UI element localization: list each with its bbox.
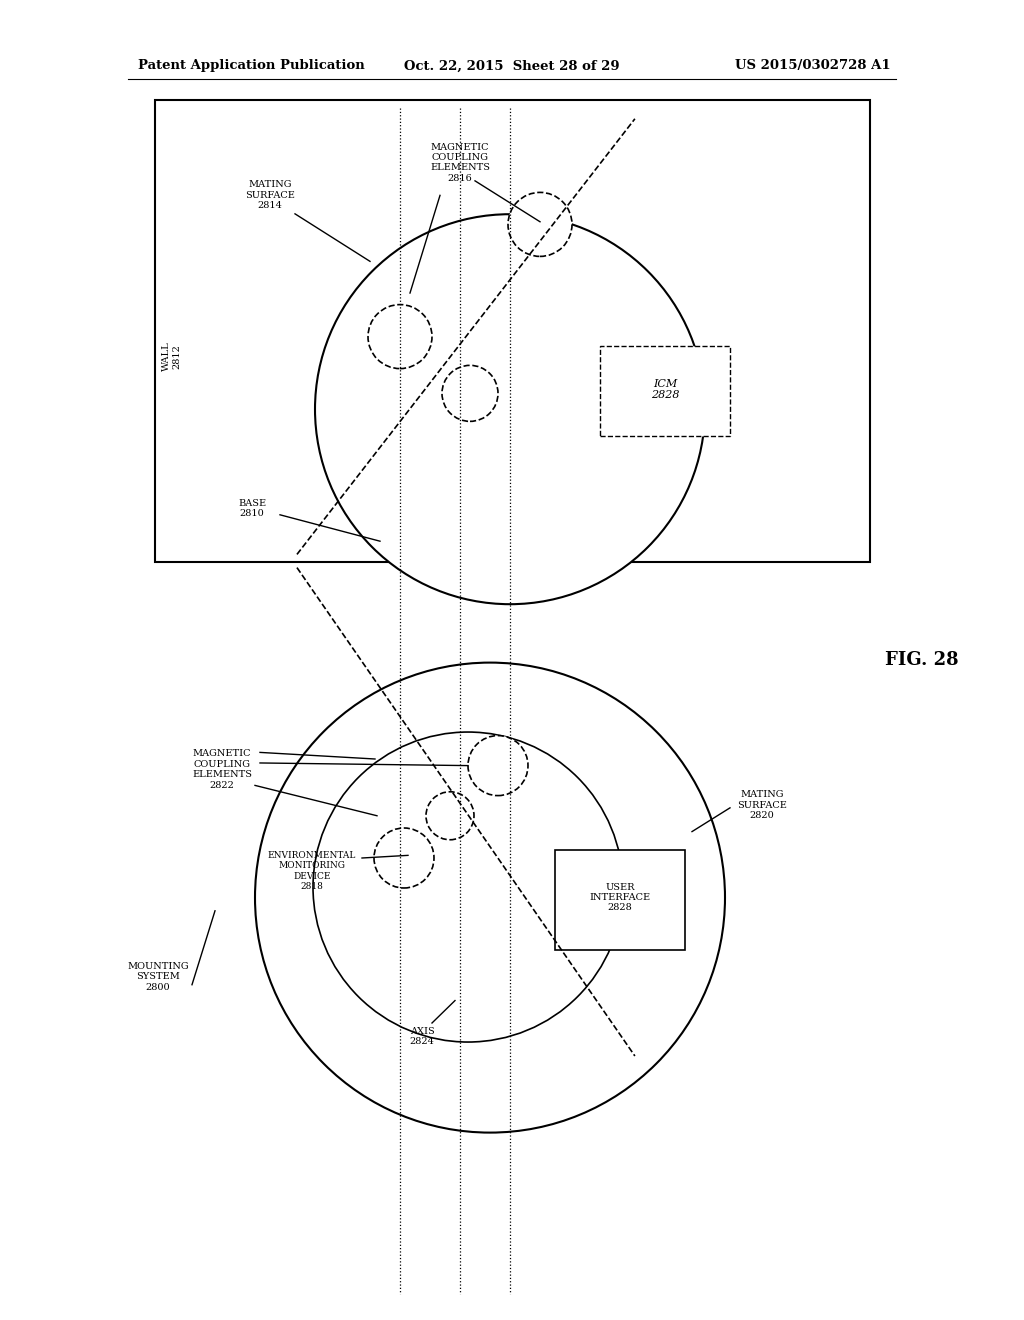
Text: USER
INTERFACE
2828: USER INTERFACE 2828 xyxy=(590,883,650,912)
Text: MAGNETIC
COUPLING
ELEMENTS
2822: MAGNETIC COUPLING ELEMENTS 2822 xyxy=(193,750,252,789)
Text: MATING
SURFACE
2814: MATING SURFACE 2814 xyxy=(245,181,295,210)
Text: US 2015/0302728 A1: US 2015/0302728 A1 xyxy=(735,59,891,73)
Text: ICM
2828: ICM 2828 xyxy=(650,379,679,400)
Circle shape xyxy=(426,792,474,840)
Circle shape xyxy=(313,733,623,1041)
Text: AXIS
2824: AXIS 2824 xyxy=(410,1027,434,1045)
Text: MAGNETIC
COUPLING
ELEMENTS
2816: MAGNETIC COUPLING ELEMENTS 2816 xyxy=(430,143,490,182)
Text: Oct. 22, 2015  Sheet 28 of 29: Oct. 22, 2015 Sheet 28 of 29 xyxy=(404,59,620,73)
Text: ENVIRONMENTAL
MONITORING
DEVICE
2818: ENVIRONMENTAL MONITORING DEVICE 2818 xyxy=(268,851,356,891)
Circle shape xyxy=(315,214,705,605)
Circle shape xyxy=(442,366,498,421)
Circle shape xyxy=(255,663,725,1133)
Circle shape xyxy=(508,193,572,256)
Text: FIG. 28: FIG. 28 xyxy=(885,651,958,669)
Circle shape xyxy=(374,828,434,888)
Text: Patent Application Publication: Patent Application Publication xyxy=(138,59,365,73)
Text: MATING
SURFACE
2820: MATING SURFACE 2820 xyxy=(737,791,786,820)
Circle shape xyxy=(468,735,528,796)
Text: MOUNTING
SYSTEM
2800: MOUNTING SYSTEM 2800 xyxy=(127,962,188,991)
Text: WALL
2812: WALL 2812 xyxy=(162,342,181,371)
Bar xyxy=(155,100,870,562)
Bar xyxy=(555,850,685,950)
Text: BASE
2810: BASE 2810 xyxy=(238,499,266,517)
Circle shape xyxy=(368,305,432,368)
Bar xyxy=(600,346,730,436)
